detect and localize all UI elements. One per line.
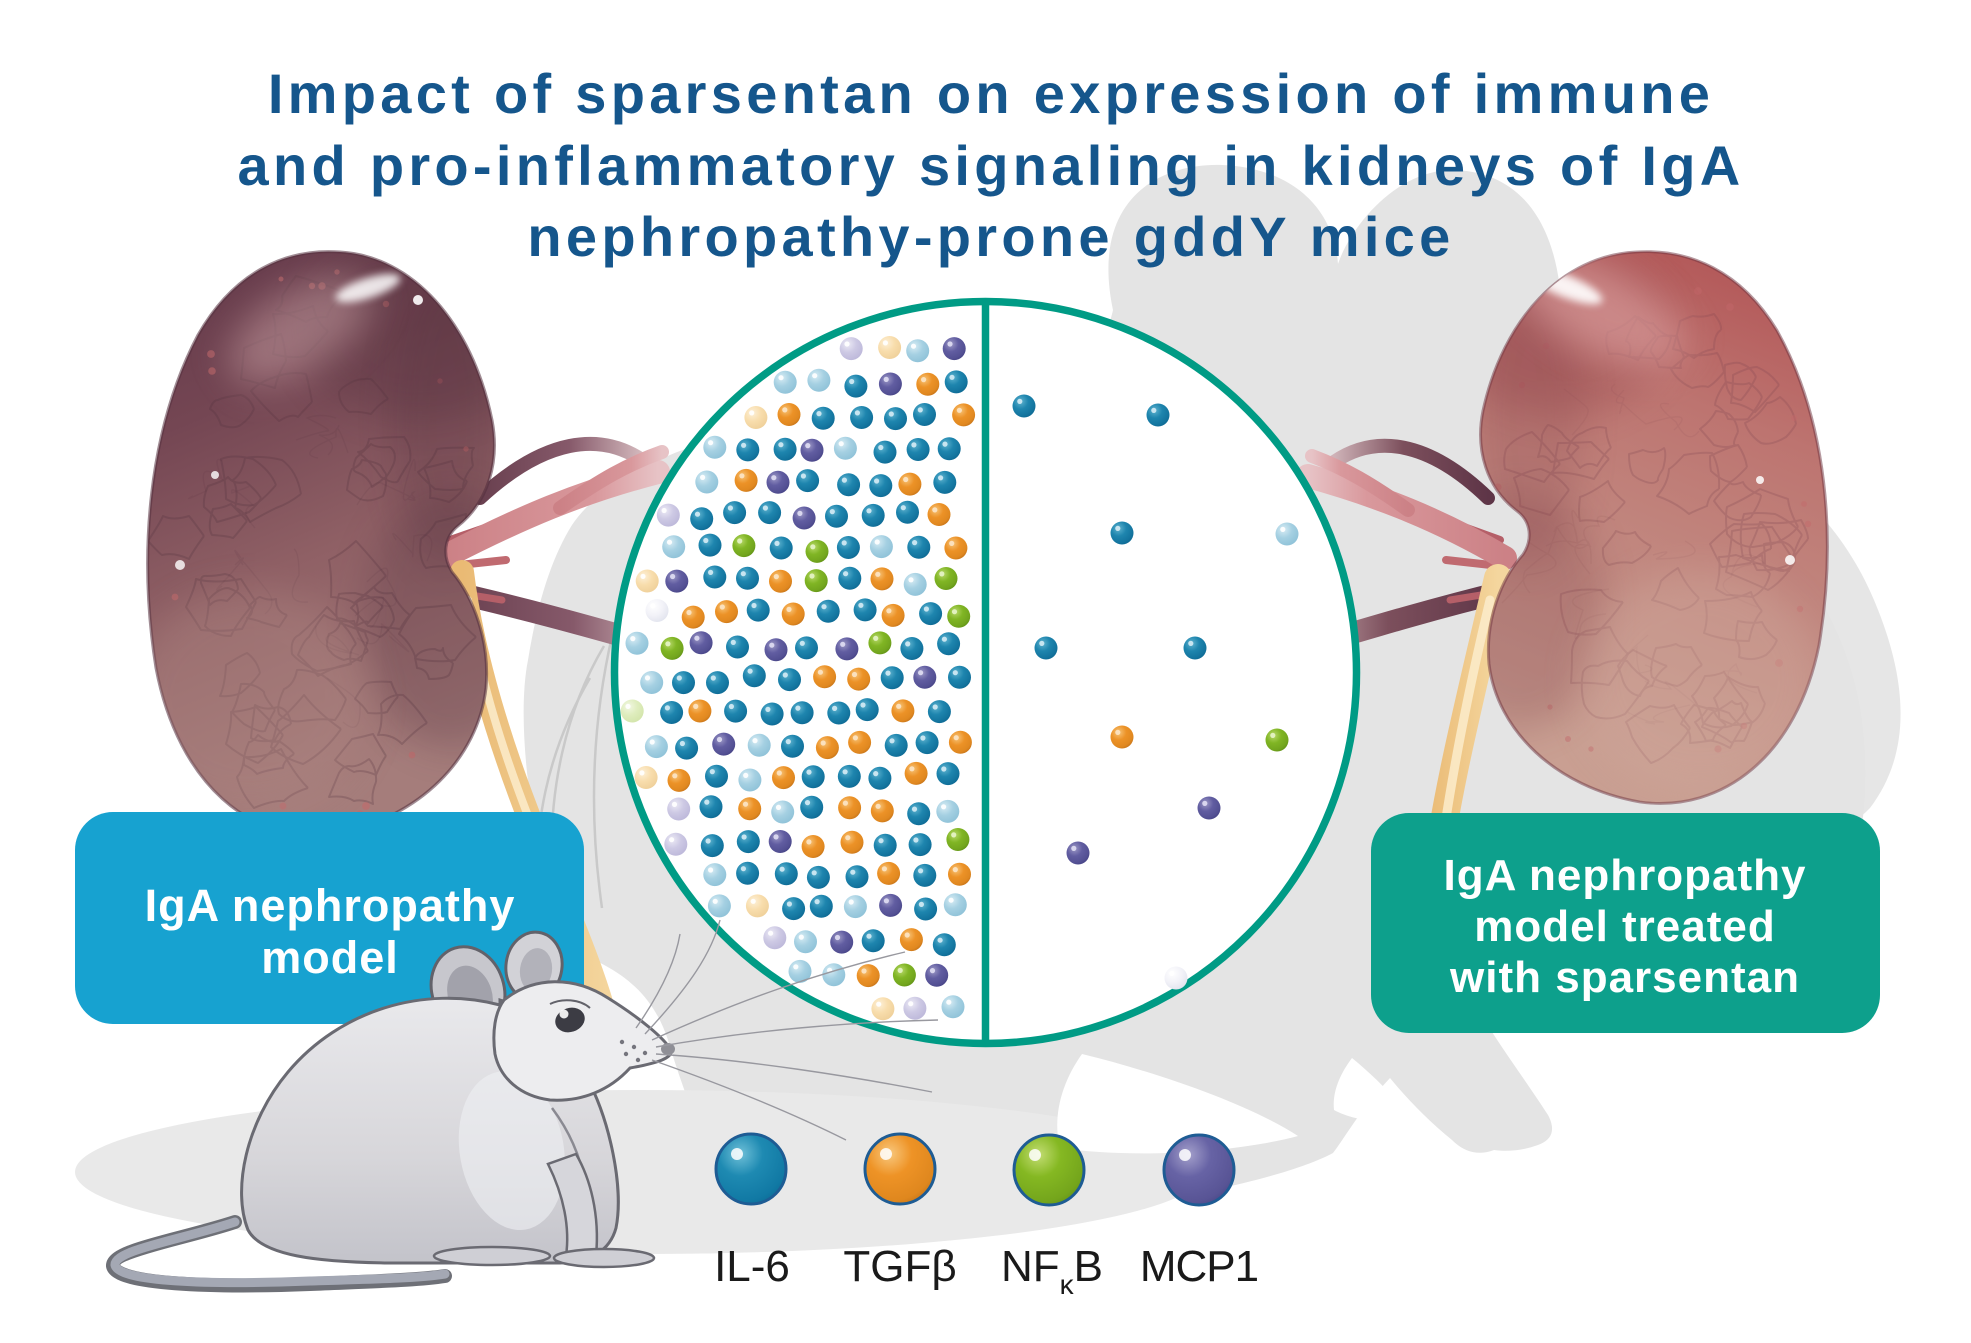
svg-text:model: model	[261, 932, 399, 983]
svg-text:NFκB: NFκB	[1001, 1242, 1103, 1300]
svg-text:nephropathy-prone gddY mice: nephropathy-prone gddY mice	[527, 205, 1454, 268]
svg-text:model treated: model treated	[1474, 902, 1776, 951]
svg-text:IgA nephropathy: IgA nephropathy	[1444, 851, 1807, 900]
svg-text:Impact of sparsentan on expres: Impact of sparsentan on expression of im…	[268, 62, 1714, 125]
svg-text:MCP1: MCP1	[1140, 1242, 1258, 1291]
svg-text:IgA nephropathy: IgA nephropathy	[145, 880, 516, 931]
svg-text:IL-6: IL-6	[714, 1242, 790, 1291]
svg-text:and pro-inflammatory signaling: and pro-inflammatory signaling in kidney…	[238, 134, 1745, 197]
svg-text:with sparsentan: with sparsentan	[1449, 953, 1800, 1002]
svg-text:TGFβ: TGFβ	[843, 1242, 956, 1291]
